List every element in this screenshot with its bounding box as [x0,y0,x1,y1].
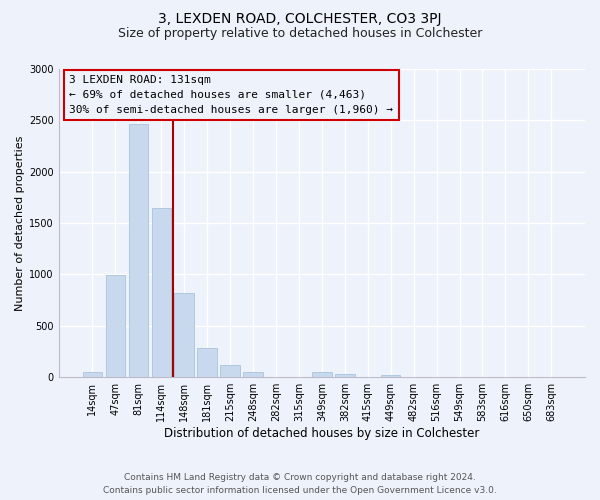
Y-axis label: Number of detached properties: Number of detached properties [15,136,25,311]
Text: Size of property relative to detached houses in Colchester: Size of property relative to detached ho… [118,28,482,40]
Text: Contains HM Land Registry data © Crown copyright and database right 2024.
Contai: Contains HM Land Registry data © Crown c… [103,473,497,495]
X-axis label: Distribution of detached houses by size in Colchester: Distribution of detached houses by size … [164,427,479,440]
Bar [335,374,355,377]
Bar [83,372,102,377]
Bar [175,293,194,377]
Bar [197,348,217,377]
Bar [244,372,263,377]
Bar [128,124,148,377]
Bar [220,365,240,377]
Bar [152,208,171,377]
Text: 3 LEXDEN ROAD: 131sqm
← 69% of detached houses are smaller (4,463)
30% of semi-d: 3 LEXDEN ROAD: 131sqm ← 69% of detached … [70,75,394,115]
Bar [106,276,125,377]
Bar [312,372,332,377]
Bar [381,374,400,377]
Text: 3, LEXDEN ROAD, COLCHESTER, CO3 3PJ: 3, LEXDEN ROAD, COLCHESTER, CO3 3PJ [158,12,442,26]
